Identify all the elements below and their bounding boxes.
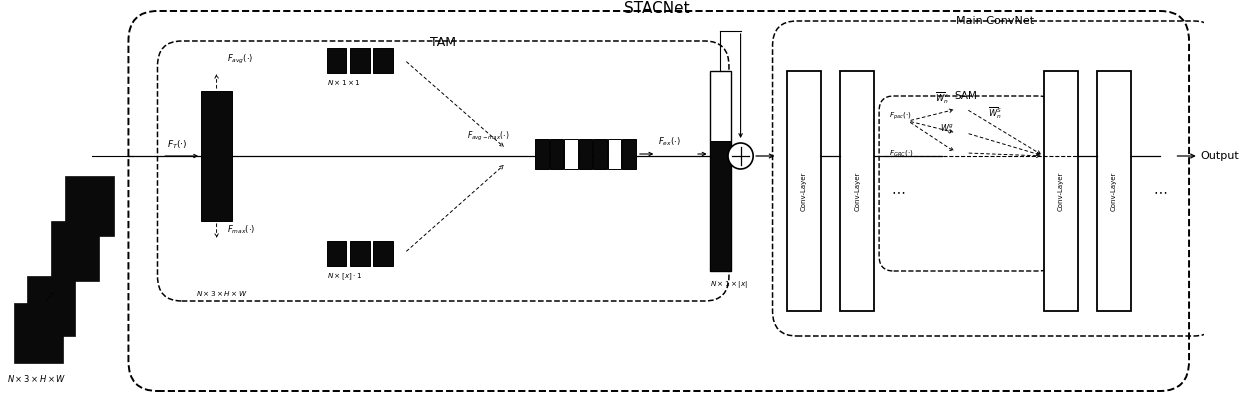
Text: $W_n^g$: $W_n^g$ — [940, 122, 954, 136]
Bar — [350, 48, 370, 73]
Text: $F_{pac}(\cdot)$: $F_{pac}(\cdot)$ — [889, 110, 911, 122]
Text: $N\times[x]\cdot1$: $N\times[x]\cdot1$ — [327, 271, 362, 282]
Text: $N\times3\times H\times W$: $N\times3\times H\times W$ — [196, 289, 248, 298]
Text: $\cdots$: $\cdots$ — [1153, 184, 1167, 198]
Text: $F_{ex}(\cdot)$: $F_{ex}(\cdot)$ — [658, 136, 681, 148]
Text: $F_{avg}(\cdot)$: $F_{avg}(\cdot)$ — [227, 53, 253, 66]
Text: $\overline{W}_n^S$: $\overline{W}_n^S$ — [988, 106, 1002, 121]
Bar — [1097, 71, 1131, 311]
Text: Output: Output — [1200, 151, 1240, 161]
Text: $F_{max}(\cdot)$: $F_{max}(\cdot)$ — [227, 224, 255, 236]
Text: $F_{avg-max}(\cdot)$: $F_{avg-max}(\cdot)$ — [467, 130, 510, 143]
Bar — [608, 139, 621, 169]
Text: Conv-Layer: Conv-Layer — [1058, 171, 1064, 211]
Text: Conv-Layer: Conv-Layer — [1111, 171, 1117, 211]
Bar — [579, 139, 593, 169]
Text: TAM: TAM — [430, 36, 456, 49]
Bar — [549, 139, 563, 169]
Text: $N\times1\times1$: $N\times1\times1$ — [327, 78, 361, 87]
Text: $\overline{W}_n^v$: $\overline{W}_n^v$ — [935, 90, 949, 106]
Bar — [51, 221, 99, 281]
Text: Main ConvNet: Main ConvNet — [956, 16, 1034, 26]
Text: Conv-Layer: Conv-Layer — [854, 171, 861, 211]
Bar — [841, 71, 874, 311]
Bar — [709, 141, 730, 271]
Bar — [27, 276, 76, 336]
Text: $\cdots$: $\cdots$ — [40, 287, 58, 305]
Bar — [787, 71, 821, 311]
Text: $F_{GRC}(\cdot)$: $F_{GRC}(\cdot)$ — [889, 148, 914, 158]
Bar — [373, 241, 393, 266]
Bar — [66, 176, 114, 236]
Bar — [536, 139, 549, 169]
Bar — [327, 48, 346, 73]
Bar — [594, 139, 606, 169]
Text: STACNet: STACNet — [624, 1, 689, 16]
Text: $N\times1\times|x|$: $N\times1\times|x|$ — [709, 279, 748, 290]
Bar — [201, 91, 232, 221]
Bar — [622, 139, 636, 169]
Text: $N\times3\times H\times W$: $N\times3\times H\times W$ — [6, 373, 66, 384]
Text: SAM: SAM — [955, 91, 977, 101]
Bar — [350, 241, 370, 266]
Bar — [14, 303, 62, 363]
Circle shape — [728, 143, 753, 169]
Bar — [709, 71, 730, 271]
Bar — [1044, 71, 1078, 311]
Bar — [327, 241, 346, 266]
Bar — [564, 139, 578, 169]
Text: Conv-Layer: Conv-Layer — [801, 171, 807, 211]
Text: $F_T(\cdot)$: $F_T(\cdot)$ — [167, 139, 187, 151]
Bar — [373, 48, 393, 73]
Text: $\cdots$: $\cdots$ — [892, 184, 905, 198]
